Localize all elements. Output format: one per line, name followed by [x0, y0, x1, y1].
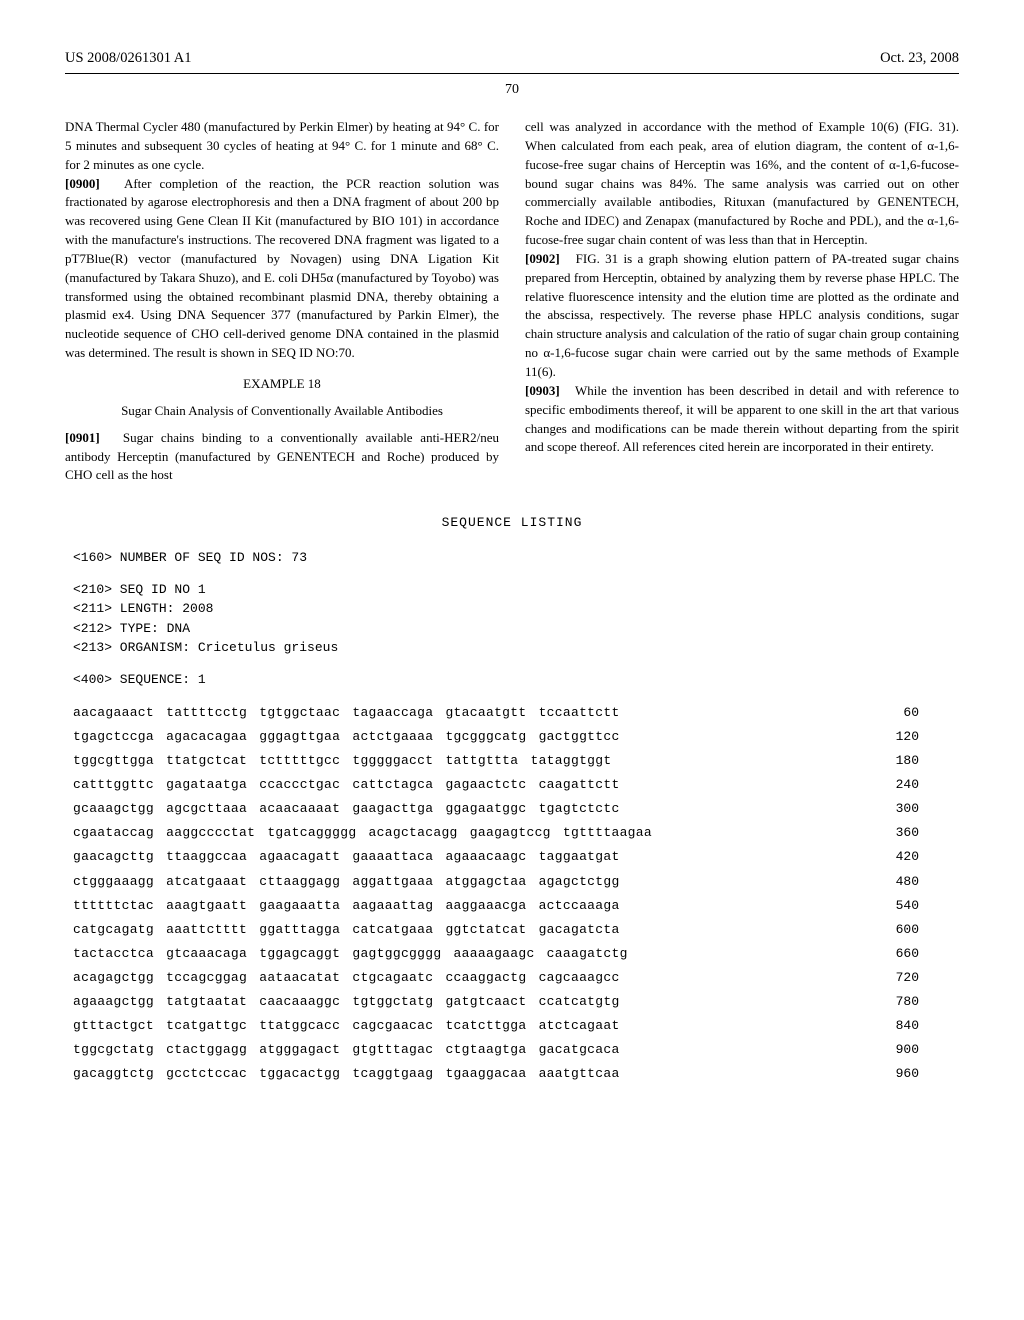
sequence-line: tgagctccga agacacagaa gggagttgaa actctga… — [73, 725, 919, 749]
sequence-position: 780 — [896, 990, 919, 1014]
sequence-position: 420 — [896, 845, 919, 869]
sequence-meta: <210> SEQ ID NO 1 <211> LENGTH: 2008 <21… — [73, 580, 959, 658]
sequence-text: gacaggtctg gcctctccac tggacactgg tcaggtg… — [73, 1062, 620, 1086]
sequence-line: acagagctgg tccagcggag aataacatat ctgcaga… — [73, 966, 919, 990]
sequence-position: 900 — [896, 1038, 919, 1062]
sequence-text: cgaataccag aaggcccctat tgatcaggggg acagc… — [73, 821, 652, 845]
example-heading: EXAMPLE 18 — [65, 375, 499, 394]
paragraph-text: After completion of the reaction, the PC… — [65, 176, 499, 361]
sequence-meta: <160> NUMBER OF SEQ ID NOS: 73 — [73, 548, 959, 568]
sequence-line: tggcgctatg ctactggagg atgggagact gtgttta… — [73, 1038, 919, 1062]
sequence-position: 60 — [903, 701, 919, 725]
sequence-text: agaaagctgg tatgtaatat caacaaaggc tgtggct… — [73, 990, 620, 1014]
left-column: DNA Thermal Cycler 480 (manufactured by … — [65, 118, 499, 485]
sequence-text: tgagctccga agacacagaa gggagttgaa actctga… — [73, 725, 620, 749]
publication-date: Oct. 23, 2008 — [880, 50, 959, 67]
sequence-position: 480 — [896, 870, 919, 894]
sequence-position: 960 — [896, 1062, 919, 1086]
sequence-line: ctgggaaagg atcatgaaat cttaaggagg aggattg… — [73, 870, 919, 894]
publication-number: US 2008/0261301 A1 — [65, 50, 192, 67]
sequence-line: gtttactgct tcatgattgc ttatggcacc cagcgaa… — [73, 1014, 919, 1038]
sequence-line: gaacagcttg ttaaggccaa agaacagatt gaaaatt… — [73, 845, 919, 869]
paragraph: [0901] Sugar chains binding to a convent… — [65, 429, 499, 486]
sequence-text: tggcgctatg ctactggagg atgggagact gtgttta… — [73, 1038, 620, 1062]
sequence-position: 720 — [896, 966, 919, 990]
sequence-line: ttttttctac aaagtgaatt gaagaaatta aagaaat… — [73, 894, 919, 918]
sequence-position: 600 — [896, 918, 919, 942]
sequence-text: tggcgttgga ttatgctcat tctttttgcc tggggga… — [73, 749, 611, 773]
paragraph-text: FIG. 31 is a graph showing elution patte… — [525, 251, 959, 379]
meta-line: <213> ORGANISM: Cricetulus griseus — [73, 638, 959, 658]
sequence-text: aacagaaact tattttcctg tgtggctaac tagaacc… — [73, 701, 620, 725]
paragraph: [0903] While the invention has been desc… — [525, 382, 959, 457]
sequence-position: 840 — [896, 1014, 919, 1038]
sequence-line: tactacctca gtcaaacaga tggagcaggt gagtggc… — [73, 942, 919, 966]
paragraph-number: [0900] — [65, 176, 100, 191]
paragraph: [0900] After completion of the reaction,… — [65, 175, 499, 363]
sequence-position: 540 — [896, 894, 919, 918]
right-column: cell was analyzed in accordance with the… — [525, 118, 959, 485]
sequence-text: acagagctgg tccagcggag aataacatat ctgcaga… — [73, 966, 620, 990]
example-subtitle: Sugar Chain Analysis of Conventionally A… — [65, 402, 499, 421]
paragraph: cell was analyzed in accordance with the… — [525, 118, 959, 250]
sequence-meta: <400> SEQUENCE: 1 — [73, 670, 959, 690]
sequence-text: gcaaagctgg agcgcttaaa acaacaaaat gaagact… — [73, 797, 620, 821]
sequence-line: catgcagatg aaattctttt ggatttagga catcatg… — [73, 918, 919, 942]
paragraph: [0902] FIG. 31 is a graph showing elutio… — [525, 250, 959, 382]
sequence-text: ctgggaaagg atcatgaaat cttaaggagg aggattg… — [73, 870, 620, 894]
sequence-line: gacaggtctg gcctctccac tggacactgg tcaggtg… — [73, 1062, 919, 1086]
meta-line: <160> NUMBER OF SEQ ID NOS: 73 — [73, 548, 959, 568]
sequence-text: ttttttctac aaagtgaatt gaagaaatta aagaaat… — [73, 894, 620, 918]
sequence-listing-title: SEQUENCE LISTING — [65, 515, 959, 530]
paragraph: DNA Thermal Cycler 480 (manufactured by … — [65, 118, 499, 175]
paragraph-number: [0901] — [65, 430, 100, 445]
meta-line: <211> LENGTH: 2008 — [73, 599, 959, 619]
page-header: US 2008/0261301 A1 Oct. 23, 2008 — [65, 50, 959, 74]
sequence-text: catttggttc gagataatga ccaccctgac cattcta… — [73, 773, 620, 797]
sequence-position: 360 — [896, 821, 919, 845]
page-number: 70 — [65, 82, 959, 98]
sequence-line: agaaagctgg tatgtaatat caacaaaggc tgtggct… — [73, 990, 919, 1014]
meta-line: <210> SEQ ID NO 1 — [73, 580, 959, 600]
paragraph-text: While the invention has been described i… — [525, 383, 959, 455]
sequence-container: aacagaaact tattttcctg tgtggctaac tagaacc… — [65, 701, 959, 1086]
meta-line: <212> TYPE: DNA — [73, 619, 959, 639]
sequence-line: tggcgttgga ttatgctcat tctttttgcc tggggga… — [73, 749, 919, 773]
sequence-position: 120 — [896, 725, 919, 749]
paragraph-text: Sugar chains binding to a conventionally… — [65, 430, 499, 483]
sequence-line: catttggttc gagataatga ccaccctgac cattcta… — [73, 773, 919, 797]
sequence-line: aacagaaact tattttcctg tgtggctaac tagaacc… — [73, 701, 919, 725]
sequence-line: cgaataccag aaggcccctat tgatcaggggg acagc… — [73, 821, 919, 845]
paragraph-number: [0902] — [525, 251, 560, 266]
sequence-line: gcaaagctgg agcgcttaaa acaacaaaat gaagact… — [73, 797, 919, 821]
sequence-text: gaacagcttg ttaaggccaa agaacagatt gaaaatt… — [73, 845, 620, 869]
sequence-position: 180 — [896, 749, 919, 773]
paragraph-number: [0903] — [525, 383, 560, 398]
sequence-text: gtttactgct tcatgattgc ttatggcacc cagcgaa… — [73, 1014, 620, 1038]
text-columns: DNA Thermal Cycler 480 (manufactured by … — [65, 118, 959, 485]
sequence-text: tactacctca gtcaaacaga tggagcaggt gagtggc… — [73, 942, 628, 966]
sequence-text: catgcagatg aaattctttt ggatttagga catcatg… — [73, 918, 620, 942]
sequence-position: 300 — [896, 797, 919, 821]
meta-line: <400> SEQUENCE: 1 — [73, 670, 959, 690]
sequence-position: 240 — [896, 773, 919, 797]
sequence-position: 660 — [896, 942, 919, 966]
